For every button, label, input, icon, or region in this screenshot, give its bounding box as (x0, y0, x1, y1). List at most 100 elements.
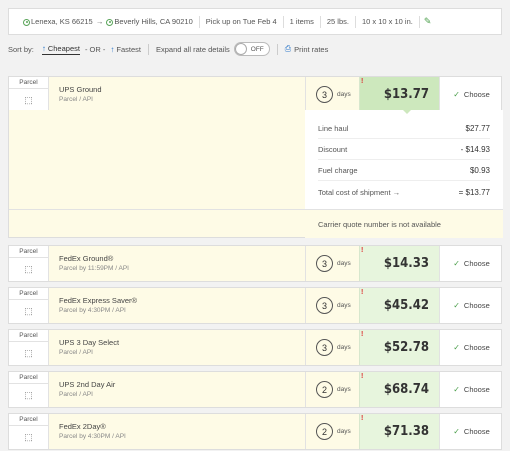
origin: Lenexa, KS 66215 (31, 17, 93, 26)
service-subtitle: Parcel / API (59, 349, 93, 356)
choose-button[interactable]: ✓ Choose (439, 288, 503, 323)
total-row[interactable]: Total cost of shipment → = $13.77 (318, 182, 490, 202)
fuel-value: $0.93 (469, 166, 490, 175)
rate-price[interactable]: $13.77 (359, 77, 439, 112)
days-label: days (337, 386, 351, 393)
rate-price[interactable]: $68.74 (359, 372, 439, 407)
rate-card[interactable]: Parcel ⬚ FedEx Ground® Parcel by 11:59PM /… (8, 245, 502, 282)
service-subtitle: Parcel by 4:30PM / API (59, 307, 126, 314)
total-value: = $13.77 (458, 187, 490, 197)
service-subtitle: Parcel / API (59, 391, 93, 398)
service-subtitle: Parcel by 11:59PM / API (59, 265, 129, 272)
choose-button[interactable]: ✓ Choose (439, 77, 503, 112)
print-icon[interactable]: ⎙ (284, 44, 292, 53)
sort-cheapest[interactable]: ↑ Cheapest (41, 43, 80, 55)
rate-details-panel: Line haul $27.77 Discount - $14.93 Fuel ch… (8, 109, 503, 238)
expand-label: Expand all rate details (155, 44, 230, 54)
rate-card[interactable]: Parcel ⬚ FedEx 2Day® Parcel by 4:30PM / AP… (8, 413, 502, 450)
divider (282, 15, 284, 28)
parcel-cell: Parcel ⬚ (9, 288, 49, 323)
choose-label: Choose (463, 301, 490, 310)
divider (418, 15, 420, 28)
service-subtitle: Parcel / API (59, 96, 93, 103)
parcel-type: Parcel (9, 414, 48, 426)
rate-price[interactable]: $45.42 (359, 288, 439, 323)
sort-or: - OR - (84, 44, 106, 54)
route: Lenexa, KS 66215 → Beverly Hills, CA 902… (17, 17, 199, 26)
days-count: 2 (316, 381, 333, 398)
service-name: FedEx Ground® (59, 254, 114, 263)
check-icon: ✓ (453, 90, 460, 99)
days-label: days (337, 428, 351, 435)
sort-bar: Sort by: ↑ Cheapest - OR - ↑ Fastest Expan… (8, 41, 502, 57)
carrier-info: UPS 2nd Day Air Parcel / API (49, 372, 305, 407)
choose-label: Choose (463, 427, 490, 436)
discount-row: Discount - $14.93 (318, 140, 490, 160)
parcel-cell: Parcel ⬚ (9, 330, 49, 365)
parcel-cell: Parcel ⬚ (9, 77, 49, 112)
parcel-box-icon: ⬚ (24, 264, 33, 274)
toggle-knob (234, 43, 247, 55)
dimensions: 10 x 10 x 10 in. (361, 17, 413, 26)
origin-pin-icon (23, 18, 30, 26)
rate-price[interactable]: $14.33 (359, 246, 439, 281)
warning-icon[interactable]: ! (361, 247, 364, 254)
rate-card[interactable]: Parcel ⬚ UPS 3 Day Select Parcel / API 3 da… (8, 329, 502, 366)
parcel-type: Parcel (9, 288, 48, 300)
shipment-summary-bar[interactable]: Lenexa, KS 66215 → Beverly Hills, CA 902… (8, 8, 502, 35)
check-icon: ✓ (453, 259, 460, 268)
sort-arrow-icon: ↑ (41, 43, 46, 53)
warning-icon[interactable]: ! (361, 415, 364, 422)
service-name: FedEx Express Saver® (59, 296, 138, 305)
service-name: FedEx 2Day® (59, 422, 106, 431)
days-label: days (337, 302, 351, 309)
carrier-info: FedEx Express Saver® Parcel by 4:30PM / A… (49, 288, 305, 323)
warning-icon[interactable]: ! (361, 331, 364, 338)
print-rates-link[interactable]: Print rates (294, 44, 329, 54)
parcel-box-icon: ⬚ (24, 306, 33, 316)
transit-days: 2 days (305, 414, 359, 449)
parcel-cell: Parcel ⬚ (9, 246, 49, 281)
sort-label: Sort by: (8, 44, 34, 54)
parcel-type: Parcel (9, 246, 48, 258)
transit-days: 3 days (305, 288, 359, 323)
check-icon: ✓ (453, 343, 460, 352)
total-label: Total cost of shipment → (318, 188, 400, 197)
rate-card[interactable]: Parcel ⬚ UPS Ground Parcel / API 3 days $13… (8, 76, 502, 113)
parcel-box-icon: ⬚ (24, 432, 33, 442)
fuel-row: Fuel charge $0.93 (318, 161, 490, 181)
pickup-date: Pick up on Tue Feb 4 (205, 17, 277, 26)
check-icon: ✓ (453, 301, 460, 310)
warning-icon[interactable]: ! (361, 289, 364, 296)
rate-card[interactable]: Parcel ⬚ FedEx Express Saver® Parcel by 4:… (8, 287, 502, 324)
expand-toggle[interactable]: OFF (233, 42, 270, 56)
divider (147, 43, 149, 55)
line-haul-label: Line haul (318, 124, 349, 133)
check-icon: ✓ (453, 427, 460, 436)
choose-button[interactable]: ✓ Choose (439, 414, 503, 449)
days-count: 3 (316, 339, 333, 356)
discount-label: Discount (318, 145, 348, 154)
destination-pin-icon (106, 18, 114, 26)
item-count: 1 items (289, 17, 314, 26)
divider (276, 43, 278, 55)
carrier-info: UPS 3 Day Select Parcel / API (49, 330, 305, 365)
toggle-state: OFF (250, 45, 264, 53)
parcel-type: Parcel (9, 372, 48, 384)
rate-card[interactable]: Parcel ⬚ UPS 2nd Day Air Parcel / API 2 day… (8, 371, 502, 408)
edit-pencil-icon[interactable]: ✎ (423, 16, 432, 26)
rate-price[interactable]: $71.38 (359, 414, 439, 449)
parcel-type: Parcel (9, 77, 48, 89)
choose-button[interactable]: ✓ Choose (439, 372, 503, 407)
choose-button[interactable]: ✓ Choose (439, 330, 503, 365)
parcel-cell: Parcel ⬚ (9, 372, 49, 407)
rate-price[interactable]: $52.78 (359, 330, 439, 365)
detail-footer-left (9, 209, 305, 238)
parcel-box-icon: ⬚ (24, 390, 33, 400)
warning-icon[interactable]: ! (361, 373, 364, 380)
arrow-right-icon: → (392, 187, 401, 197)
choose-button[interactable]: ✓ Choose (439, 246, 503, 281)
warning-icon[interactable]: ! (361, 78, 364, 85)
weight: 25 lbs. (326, 17, 349, 26)
sort-fastest[interactable]: ↑ Fastest (110, 45, 141, 54)
